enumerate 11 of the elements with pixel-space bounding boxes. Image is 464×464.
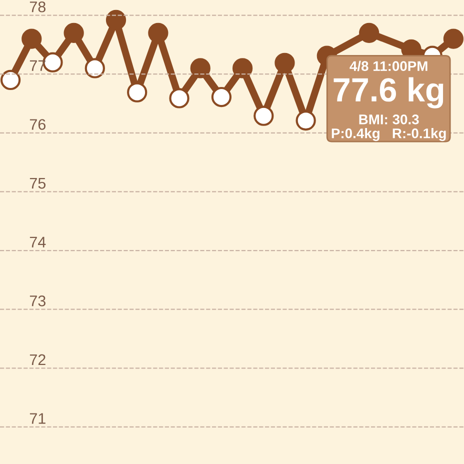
y-tick-label: 72	[30, 354, 46, 365]
annotation: P:0.4kg R:-0.1kg	[332, 128, 446, 142]
y-tick-label: 74	[30, 236, 46, 248]
y-tick-label: 78	[30, 1, 46, 12]
y-tick-label: 71	[30, 413, 46, 424]
y-tick-label: 75	[30, 178, 46, 189]
y-tick-label: 76	[30, 119, 46, 130]
annotation: BMI: 30.3	[359, 114, 419, 124]
annotation: 77.6 kg	[334, 77, 444, 108]
annotation: 4/8 11:00PM	[350, 60, 428, 72]
y-tick-label: 73	[30, 295, 46, 306]
